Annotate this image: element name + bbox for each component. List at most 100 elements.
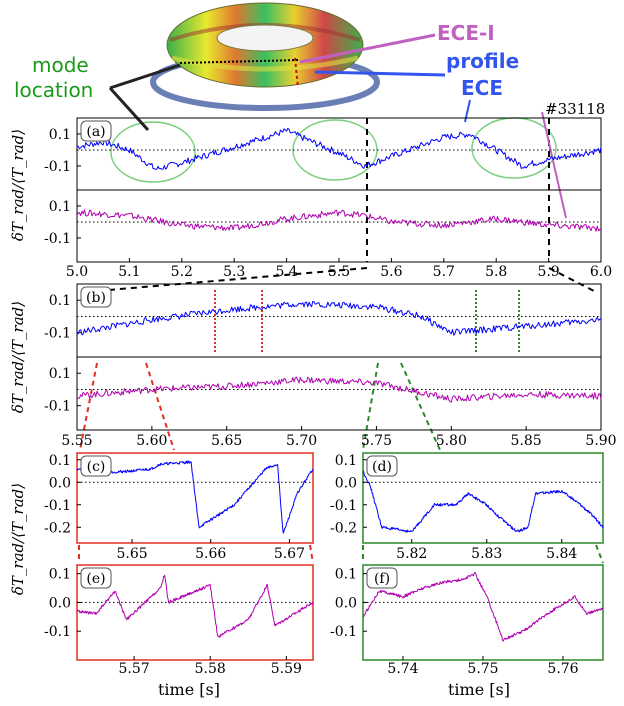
x-tick-label: 5.74 [387, 661, 418, 677]
x-tick-label: 5.70 [286, 433, 317, 449]
panel-a: 0.1 -0.1 0.1 -0.1 5.0 5.1 5.2 5.3 5.4 5.5 5.6 5.7 5.… [44, 117, 612, 280]
series-line-ece_i [76, 574, 314, 638]
profile-annotation: profile [446, 49, 520, 73]
series-line-ece [76, 127, 602, 170]
panel-label-box [80, 567, 112, 589]
y-tick-label: 0.0 [335, 475, 357, 491]
y-tick-label: 0.0 [335, 595, 357, 611]
y-tick-label: -0.2 [44, 520, 71, 536]
zoom-link [362, 362, 379, 451]
y-tick-label: 0.1 [49, 366, 71, 382]
series-line-ece_i [362, 571, 604, 642]
x-tick-label: 5.80 [436, 433, 467, 449]
panel-label-box [80, 286, 112, 308]
panel-label: (b) [86, 290, 106, 306]
ece-annotation: ECE [461, 76, 504, 100]
y-tick-label: -0.1 [44, 399, 71, 415]
plot-frame [76, 452, 314, 544]
x-tick-label: 5.0 [66, 264, 88, 280]
x-axis-label-right: time [s] [448, 680, 510, 699]
x-tick-label: 5.8 [485, 264, 507, 280]
ece-i-pointer [541, 111, 567, 219]
x-tick-label: 5.65 [116, 546, 147, 562]
x-tick-label: 5.1 [118, 264, 140, 280]
panel-f: 0.1 0.0 -0.1 5.74 5.75 5.76 (f) [330, 564, 604, 677]
x-tick-label: 5.2 [171, 264, 193, 280]
panel-label: (a) [86, 124, 105, 140]
plot-frame [76, 283, 602, 358]
x-tick-label: 5.6 [380, 264, 402, 280]
y-tick-label: -0.2 [330, 520, 357, 536]
x-tick-label: 5.67 [274, 546, 305, 562]
x-tick-label: 5.58 [195, 661, 226, 677]
x-tick-label: 5.75 [361, 433, 392, 449]
panel-label: (d) [372, 459, 392, 475]
plot-frame [76, 189, 602, 263]
zoom-link [79, 362, 98, 451]
y-tick-label: -0.1 [44, 326, 71, 342]
panel-label-box [80, 120, 112, 142]
y-tick-label: 0.1 [49, 199, 71, 215]
panel-label: (c) [87, 459, 106, 475]
x-tick-label: 5.57 [119, 661, 150, 677]
y-tick-label: 0.0 [49, 595, 71, 611]
x-tick-label: 5.60 [136, 433, 167, 449]
series-line-ece [76, 460, 314, 534]
y-tick-label: 0.0 [49, 475, 71, 491]
x-tick-label: 5.76 [547, 661, 578, 677]
y-tick-label: 0.1 [335, 453, 357, 469]
x-tick-label: 5.66 [195, 546, 226, 562]
panel-label: (e) [86, 571, 105, 587]
x-tick-label: 5.59 [271, 661, 302, 677]
panel-d: 0.1 0.0 -0.1 -0.2 5.82 5.83 5.84 (d) [330, 452, 604, 562]
x-tick-label: 5.90 [585, 433, 616, 449]
plot-frame [76, 356, 602, 431]
zoom-link [400, 362, 441, 451]
torus-illustration [150, 2, 380, 111]
y-tick-label: 0.1 [335, 567, 357, 583]
zoom-link [595, 544, 604, 564]
ece-pointer [464, 99, 471, 123]
series-line-ece_i [76, 209, 602, 232]
series-line-ece [76, 300, 602, 336]
x-tick-label: 5.4 [275, 264, 297, 280]
panel-label-box [366, 455, 398, 477]
zoom-link [548, 267, 597, 293]
x-tick-label: 5.55 [61, 433, 92, 449]
y-axis-label-bottom: δT_rad/⟨T_rad⟩ [9, 482, 27, 596]
y-tick-label: -0.1 [44, 231, 71, 247]
plot-frame [76, 564, 314, 661]
x-tick-label: 5.9 [537, 264, 559, 280]
ece-i-sightline [294, 57, 299, 89]
series-line-ece_i [76, 376, 602, 403]
y-tick-label: 0.1 [49, 127, 71, 143]
mode-annotation: mode [32, 53, 89, 77]
shot-number: #33118 [545, 100, 606, 118]
y-tick-label: -0.1 [330, 624, 357, 640]
y-tick-label: 0.1 [49, 453, 71, 469]
x-tick-label: 5.5 [328, 264, 350, 280]
x-tick-label: 5.7 [433, 264, 455, 280]
y-tick-label: -0.1 [44, 159, 71, 175]
profile-pointer [314, 70, 446, 77]
y-tick-label: -0.1 [44, 624, 71, 640]
location-annotation: location [14, 78, 94, 102]
panel-c: 0.1 0.0 -0.1 -0.2 5.65 5.66 5.67 (c) [44, 452, 314, 562]
panel-label: (f) [374, 571, 390, 587]
plot-frame [362, 564, 604, 661]
x-axis-label-left: time [s] [158, 680, 220, 699]
mode-dotted [179, 59, 301, 64]
x-tick-label: 5.84 [546, 546, 577, 562]
torus-hole [216, 24, 314, 52]
ece-i-annotation: ECE-I [437, 21, 495, 45]
y-tick-label: 0.1 [49, 567, 71, 583]
x-tick-label: 5.85 [511, 433, 542, 449]
panel-b: 0.1 -0.1 0.1 -0.1 5.55 5.60 5.65 5.70 5.75 5.80 5.… [44, 283, 617, 449]
panel-e: 0.1 0.0 -0.1 5.57 5.58 5.59 (e) [44, 564, 314, 677]
mode-pointer [109, 63, 181, 90]
zoom-link [145, 362, 175, 451]
series-line-ece [362, 470, 604, 533]
y-tick-label: -0.1 [44, 498, 71, 514]
x-tick-label: 5.75 [467, 661, 498, 677]
